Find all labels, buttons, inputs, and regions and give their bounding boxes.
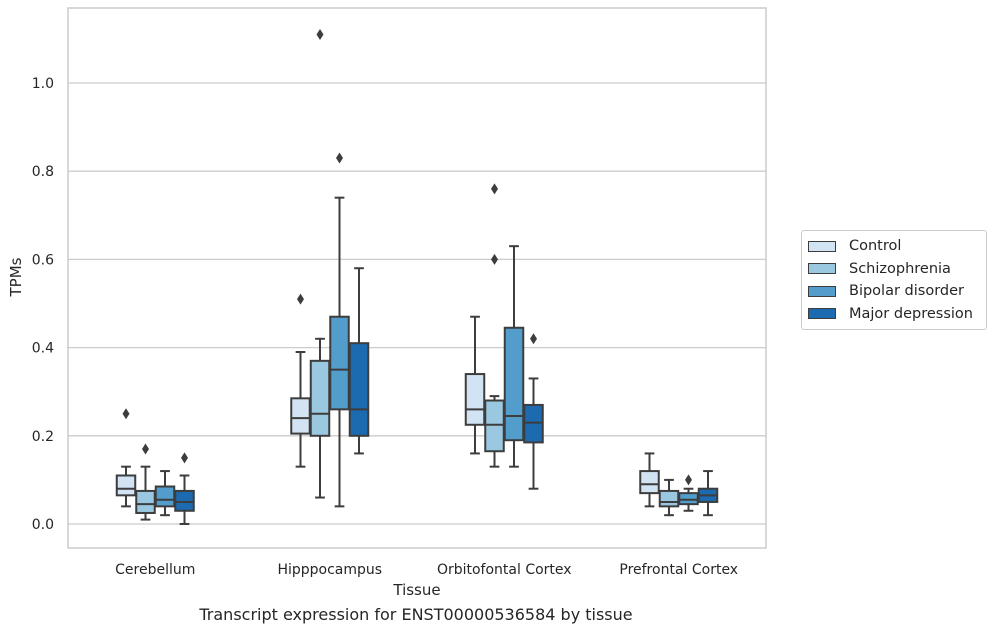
iqr-box bbox=[291, 398, 310, 433]
x-tick-label: Prefrontal Cortex bbox=[619, 562, 738, 578]
legend-label: Major depression bbox=[849, 306, 973, 322]
chart-caption: Transcript expression for ENST0000053658… bbox=[0, 605, 832, 624]
x-tick-labels: Cerebellum Hipppocampus Orbitofontal Corte… bbox=[115, 562, 738, 578]
iqr-box bbox=[117, 475, 136, 495]
y-tick-labels: 0.0 0.2 0.4 0.6 0.8 1.0 bbox=[32, 76, 54, 533]
legend: Control Schizophrenia Bipolar disorder Majo… bbox=[801, 230, 987, 330]
y-tick-label: 0.4 bbox=[32, 341, 54, 357]
y-tick-label: 0.0 bbox=[32, 517, 54, 533]
legend-item: Control bbox=[802, 235, 986, 258]
x-axis-label: Tissue bbox=[392, 581, 440, 599]
legend-item: Schizophrenia bbox=[802, 258, 986, 281]
iqr-box bbox=[175, 491, 194, 511]
y-tick-label: 0.2 bbox=[32, 429, 54, 445]
y-axis-label: TPMs bbox=[7, 257, 25, 297]
legend-label: Schizophrenia bbox=[849, 261, 951, 277]
iqr-box bbox=[311, 361, 330, 436]
iqr-box bbox=[679, 493, 698, 504]
iqr-box bbox=[640, 471, 659, 493]
iqr-box bbox=[466, 374, 485, 425]
plot-area-background bbox=[68, 8, 766, 548]
iqr-box bbox=[505, 328, 524, 440]
y-tick-label: 0.6 bbox=[32, 252, 54, 268]
legend-item: Major depression bbox=[802, 303, 986, 326]
iqr-box bbox=[350, 343, 369, 436]
legend-swatch bbox=[808, 241, 836, 252]
iqr-box bbox=[156, 487, 175, 507]
legend-swatch bbox=[808, 308, 836, 319]
y-tick-label: 1.0 bbox=[32, 76, 54, 92]
y-tick-label: 0.8 bbox=[32, 164, 54, 180]
iqr-box bbox=[524, 405, 543, 442]
legend-label: Control bbox=[849, 238, 901, 254]
x-tick-label: Orbitofontal Cortex bbox=[437, 562, 572, 578]
iqr-box bbox=[136, 491, 155, 513]
iqr-box bbox=[660, 491, 679, 506]
legend-label: Bipolar disorder bbox=[849, 283, 964, 299]
iqr-box bbox=[330, 317, 349, 410]
legend-item: Bipolar disorder bbox=[802, 280, 986, 303]
legend-swatch bbox=[808, 286, 836, 297]
x-tick-label: Cerebellum bbox=[115, 562, 195, 578]
legend-swatch bbox=[808, 263, 836, 274]
iqr-box bbox=[485, 401, 504, 452]
x-tick-label: Hipppocampus bbox=[277, 562, 382, 578]
